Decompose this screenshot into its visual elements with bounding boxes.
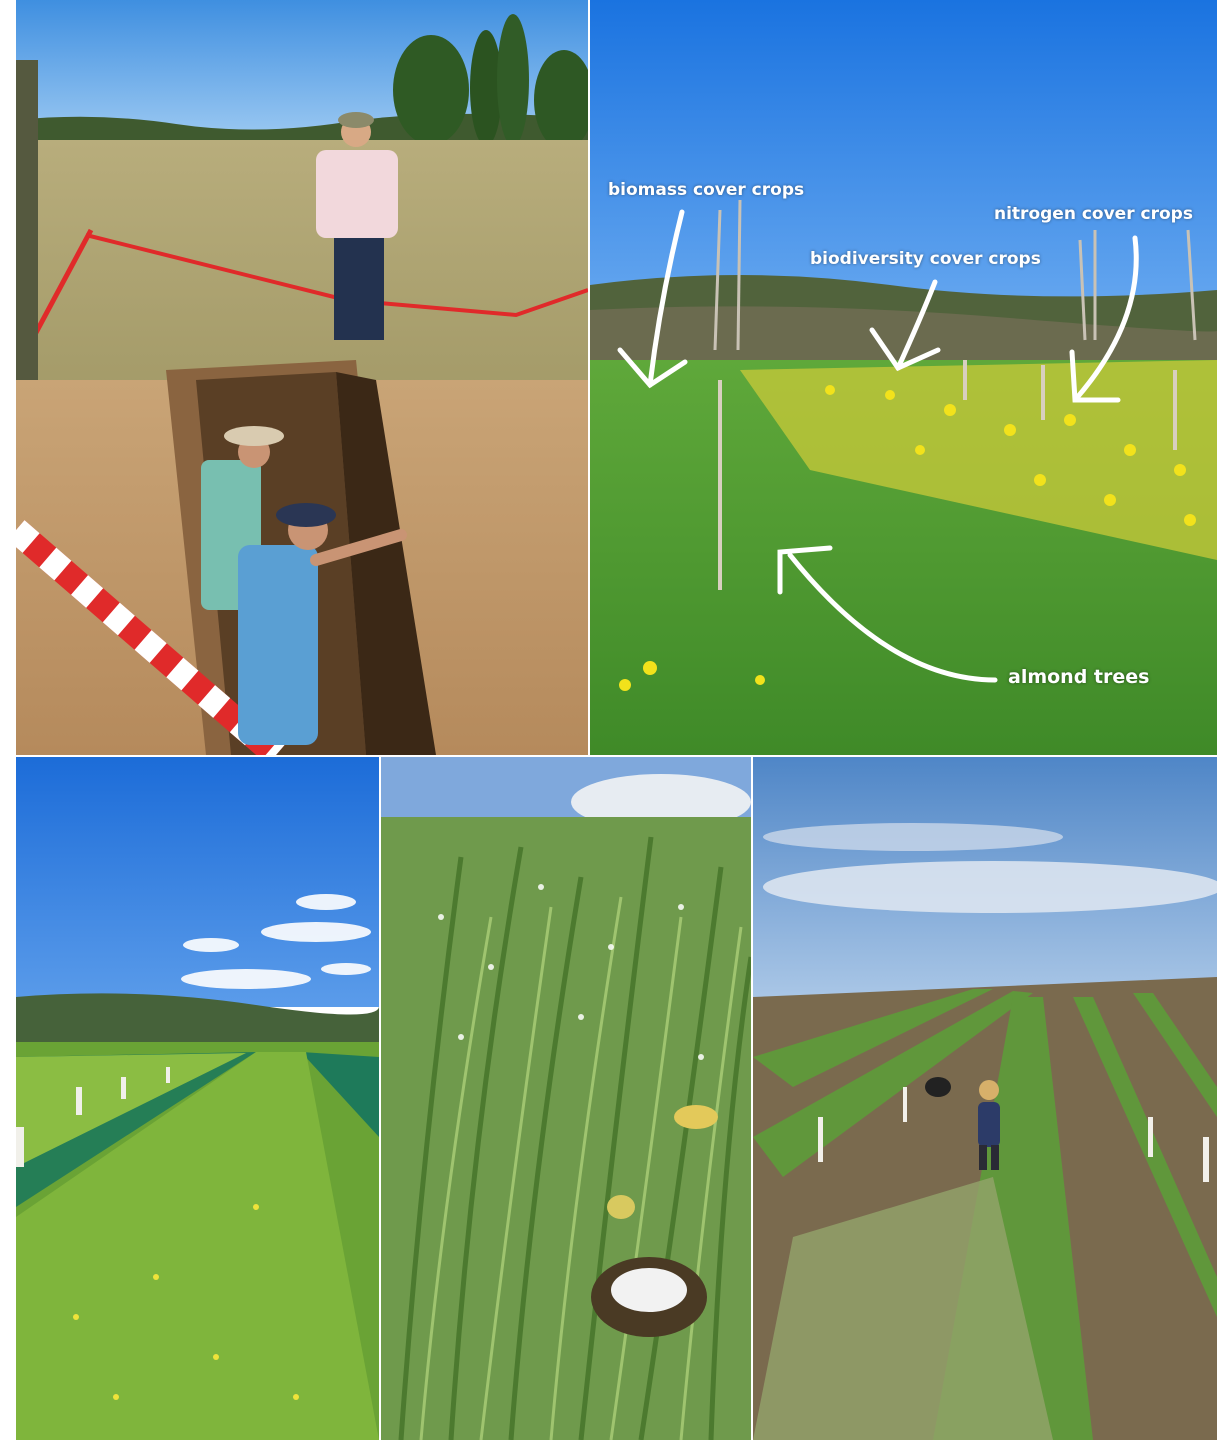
netted-rows-illustration	[16, 757, 379, 1440]
photo-soil-pit	[16, 0, 588, 755]
photo-annotated-orchard: biomass cover crops nitrogen cover crops…	[590, 0, 1217, 755]
photo-field-sampling	[753, 757, 1217, 1440]
orchard-illustration	[590, 0, 1217, 755]
field-sampling-illustration	[753, 757, 1217, 1440]
cover-crop-closeup-illustration	[381, 757, 751, 1440]
label-nitrogen-cover-crops: nitrogen cover crops	[994, 204, 1193, 224]
soil-pit-illustration	[16, 0, 588, 755]
photo-cover-crop-closeup	[381, 757, 751, 1440]
label-biodiversity-cover-crops: biodiversity cover crops	[810, 249, 1041, 269]
label-almond-trees: almond trees	[1008, 666, 1150, 688]
label-biomass-cover-crops: biomass cover crops	[608, 180, 805, 200]
photo-netted-rows	[16, 757, 379, 1440]
